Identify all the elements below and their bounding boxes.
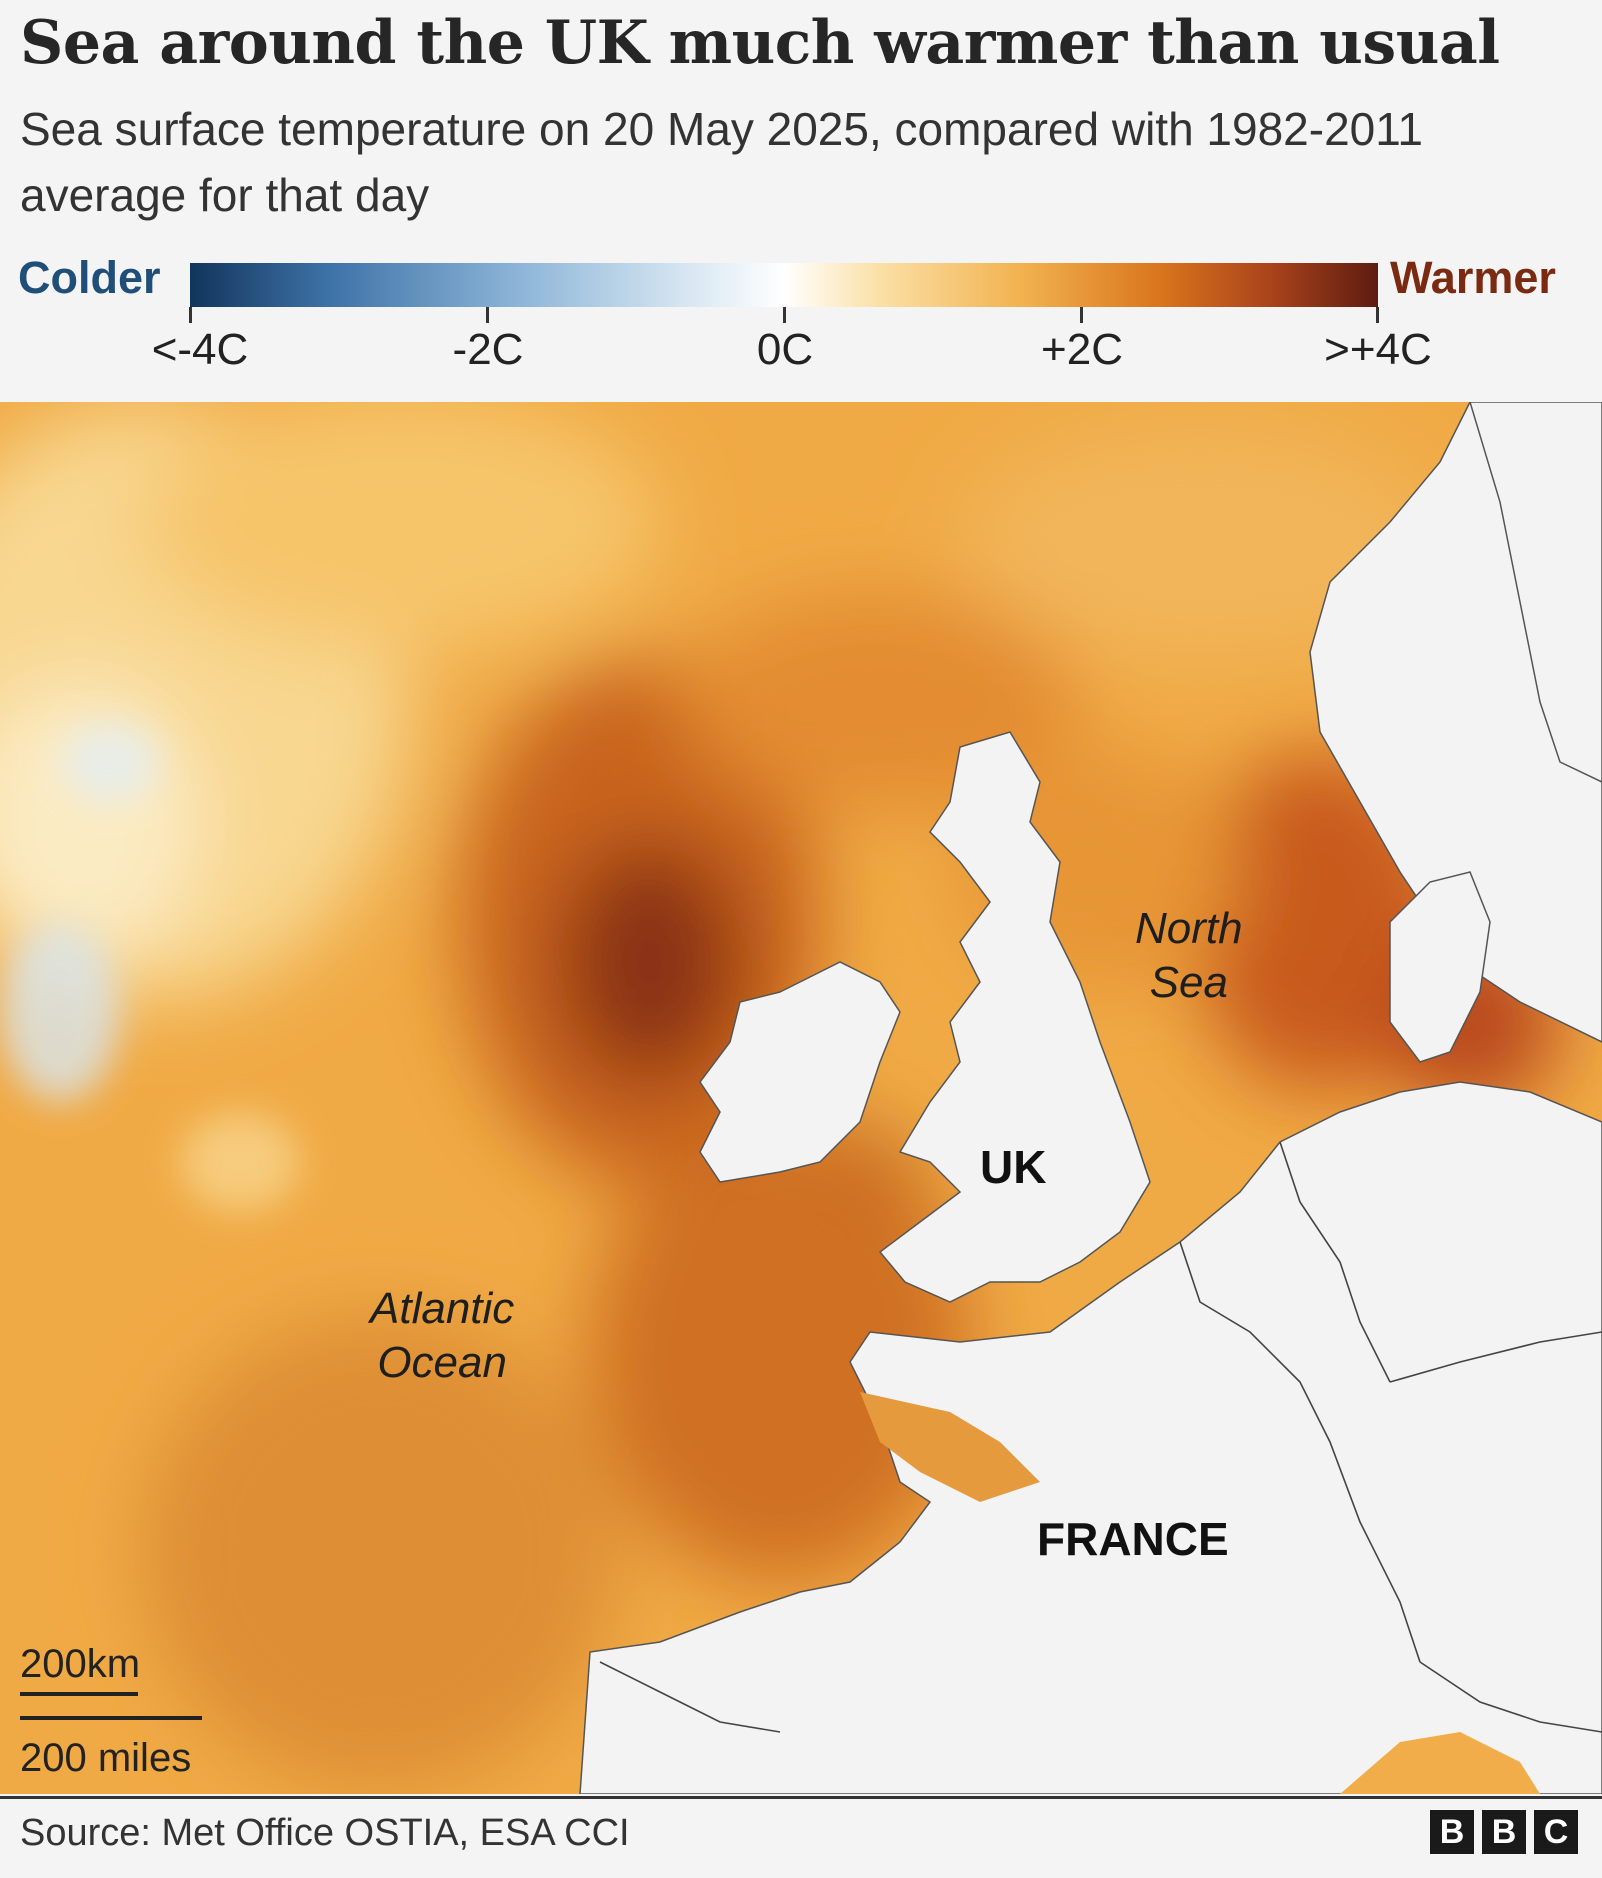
footer-divider bbox=[0, 1796, 1602, 1799]
legend-tick-label: -2C bbox=[452, 325, 524, 374]
legend-tick bbox=[1376, 307, 1379, 323]
ireland-landmass bbox=[699, 961, 901, 1183]
legend-colder-label: Colder bbox=[18, 252, 161, 303]
great-britain-landmass bbox=[878, 731, 1151, 1303]
denmark-landmass bbox=[1389, 871, 1491, 1063]
legend-tick bbox=[1080, 307, 1083, 323]
france-label: FRANCE bbox=[1037, 1513, 1229, 1565]
color-scale-bar bbox=[190, 263, 1378, 307]
atlantic-ocean-text: Atlantic Ocean bbox=[370, 1284, 515, 1387]
uk-label: UK bbox=[980, 1141, 1047, 1193]
scale-km-label: 200km bbox=[20, 1642, 141, 1686]
bbc-logo-letter: C bbox=[1534, 1810, 1578, 1854]
scale-miles-label: 200 miles bbox=[20, 1736, 192, 1780]
country-borders bbox=[599, 1141, 1602, 1733]
chart-title: Sea around the UK much warmer than usual bbox=[20, 8, 1500, 78]
bbc-logo-letter: B bbox=[1482, 1810, 1526, 1854]
legend-tick bbox=[189, 307, 192, 323]
scale-miles-bar bbox=[20, 1716, 202, 1720]
map-graphic bbox=[0, 402, 1602, 1794]
north-sea-text: North Sea bbox=[1135, 904, 1243, 1007]
sea-temperature-map: Atlantic Ocean North Sea UK FRANCE 200km… bbox=[0, 402, 1602, 1794]
atlantic-ocean-label: Atlantic Ocean bbox=[370, 1282, 514, 1390]
legend-tick-label: +2C bbox=[1041, 325, 1123, 374]
legend-tick bbox=[783, 307, 786, 323]
mediterranean-patch bbox=[1340, 1732, 1540, 1794]
scale-km-bar bbox=[20, 1692, 138, 1696]
legend-tick-label: 0C bbox=[756, 325, 814, 374]
sweden-landmass bbox=[1469, 402, 1602, 783]
land-masses bbox=[579, 402, 1602, 1794]
legend-tick-label: <-4C bbox=[151, 325, 249, 374]
legend-tick-label: >+4C bbox=[1324, 325, 1432, 374]
legend-tick bbox=[486, 307, 489, 323]
bbc-logo: B B C bbox=[1430, 1810, 1578, 1854]
europe-mainland-landmass bbox=[579, 1081, 1602, 1794]
north-sea-label: North Sea bbox=[1135, 902, 1243, 1010]
bbc-logo-letter: B bbox=[1430, 1810, 1474, 1854]
source-credit: Source: Met Office OSTIA, ESA CCI bbox=[20, 1812, 630, 1854]
legend-warmer-label: Warmer bbox=[1390, 252, 1556, 303]
chart-subtitle: Sea surface temperature on 20 May 2025, … bbox=[20, 103, 1423, 221]
